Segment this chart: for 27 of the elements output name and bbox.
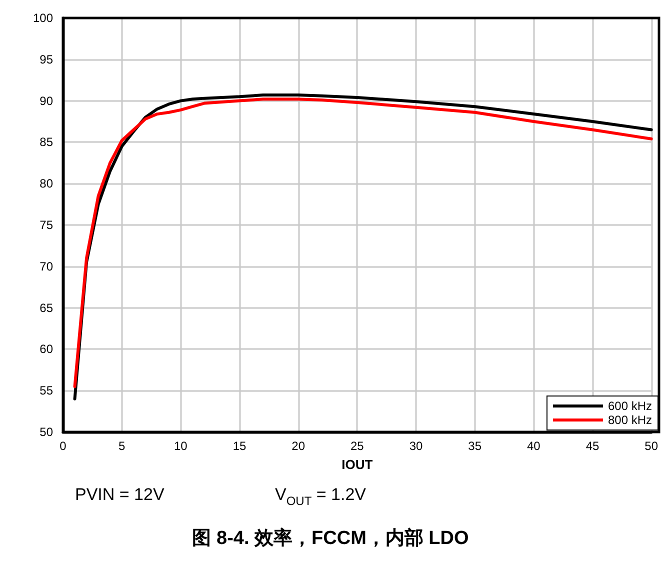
- x-tick-label: 45: [586, 439, 600, 453]
- y-tick-label: 95: [40, 52, 54, 66]
- y-tick-label: 80: [40, 176, 54, 191]
- legend-label: 600 kHz: [608, 399, 652, 413]
- y-tick-label: 100: [32, 11, 54, 25]
- x-tick-label: 15: [232, 439, 246, 453]
- x-tick-label: 40: [526, 439, 541, 453]
- y-tick-label: 50: [40, 425, 54, 439]
- legend-label: 800 kHz: [608, 413, 652, 427]
- text: PVIN = 12V: [75, 485, 165, 504]
- x-tick-label: 5: [118, 439, 126, 453]
- x-tick-label: 0: [60, 439, 67, 453]
- y-tick-label: 75: [40, 218, 54, 232]
- y-tick-label: 60: [40, 342, 54, 356]
- x-tick-label: 20: [292, 439, 306, 453]
- x-tick-label: 35: [468, 439, 482, 453]
- y-tick-label: 90: [40, 94, 54, 108]
- y-tick-label: 55: [40, 384, 54, 398]
- text: 图 8-4. 效率，FCCM，内部 LDO: [192, 527, 469, 549]
- x-axis-title: IOUT: [342, 457, 373, 472]
- x-tick-label: 10: [174, 439, 188, 453]
- x-tick-label: 30: [409, 439, 423, 453]
- x-tick-label: 50: [644, 439, 658, 453]
- y-tick-label: 85: [40, 135, 54, 150]
- y-tick-label: 70: [40, 259, 54, 274]
- y-tick-label: 65: [40, 300, 54, 315]
- x-tick-label: 25: [350, 439, 364, 453]
